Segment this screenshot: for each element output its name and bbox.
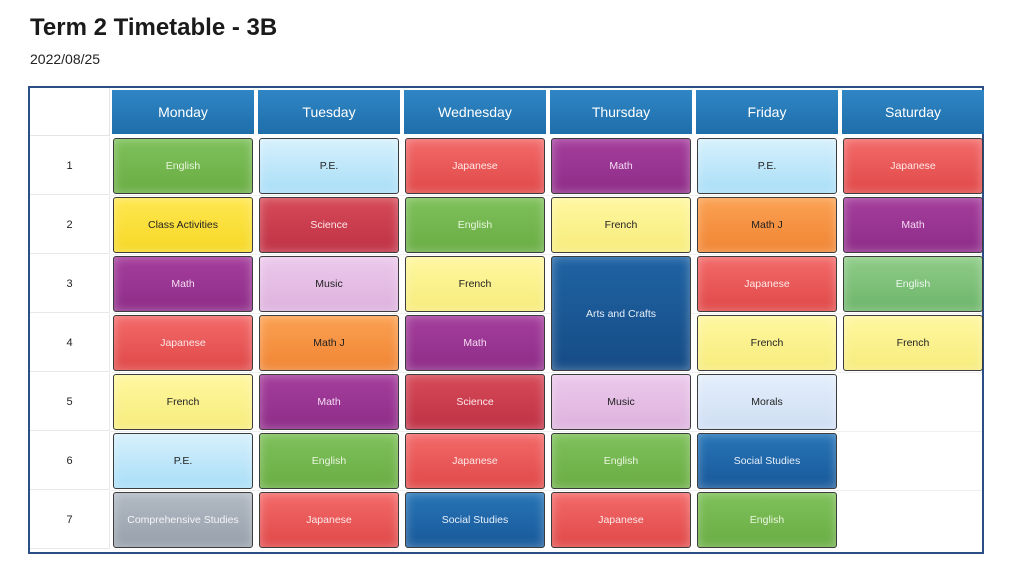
- lesson-cell: Social Studies: [697, 433, 837, 489]
- lesson-cell: Science: [405, 374, 545, 430]
- lesson-cell: English: [697, 492, 837, 548]
- lesson-cell: Math: [259, 374, 399, 430]
- lesson-cell: Math: [113, 256, 253, 312]
- row-divider: [110, 254, 982, 255]
- lesson-cell: English: [113, 138, 253, 194]
- lesson-cell: Arts and Crafts: [551, 256, 691, 371]
- row-divider: [110, 490, 982, 491]
- lesson-cell: English: [551, 433, 691, 489]
- day-header-wednesday: Wednesday: [404, 90, 546, 134]
- period-label: 1: [30, 137, 110, 195]
- lesson-cell: Math J: [259, 315, 399, 371]
- lesson-cell: Social Studies: [405, 492, 545, 548]
- lesson-cell: Japanese: [259, 492, 399, 548]
- lesson-cell: Morals: [697, 374, 837, 430]
- timetable-date: 2022/08/25: [30, 51, 101, 67]
- lesson-cell: Japanese: [843, 138, 983, 194]
- period-label: 4: [30, 314, 110, 372]
- lesson-cell: Math: [405, 315, 545, 371]
- lesson-cell: Japanese: [551, 492, 691, 548]
- row-divider: [110, 431, 982, 432]
- lesson-cell: English: [843, 256, 983, 312]
- lesson-cell: French: [697, 315, 837, 371]
- row-divider: [110, 195, 982, 196]
- lesson-cell: P.E.: [113, 433, 253, 489]
- lesson-cell: Music: [259, 256, 399, 312]
- timetable-grid: Monday Tuesday Wednesday Thursday Friday…: [28, 86, 984, 554]
- row-divider: [110, 313, 982, 314]
- lesson-cell: Math: [551, 138, 691, 194]
- lesson-cell: Japanese: [405, 433, 545, 489]
- lesson-cell: Math J: [697, 197, 837, 253]
- period-label: 6: [30, 432, 110, 490]
- lesson-cell: French: [551, 197, 691, 253]
- lesson-cell: Math: [843, 197, 983, 253]
- period-label: 3: [30, 255, 110, 313]
- lesson-cell: French: [843, 315, 983, 371]
- lesson-cell: French: [405, 256, 545, 312]
- day-header-thursday: Thursday: [550, 90, 692, 134]
- lesson-cell: Japanese: [697, 256, 837, 312]
- page-title: Term 2 Timetable - 3B: [30, 14, 278, 41]
- period-label: 5: [30, 373, 110, 431]
- lesson-cell: P.E.: [697, 138, 837, 194]
- period-label: 2: [30, 196, 110, 254]
- corner-cell: [30, 88, 110, 136]
- period-label: 7: [30, 491, 110, 549]
- lesson-cell: English: [405, 197, 545, 253]
- lesson-cell: French: [113, 374, 253, 430]
- lesson-cell: P.E.: [259, 138, 399, 194]
- lesson-cell: Music: [551, 374, 691, 430]
- lesson-cell: Japanese: [113, 315, 253, 371]
- lesson-cell: Class Activities: [113, 197, 253, 253]
- lesson-cell: Science: [259, 197, 399, 253]
- lesson-cell: English: [259, 433, 399, 489]
- day-header-tuesday: Tuesday: [258, 90, 400, 134]
- lesson-cell: Japanese: [405, 138, 545, 194]
- day-header-monday: Monday: [112, 90, 254, 134]
- day-header-saturday: Saturday: [842, 90, 984, 134]
- day-header-friday: Friday: [696, 90, 838, 134]
- row-divider: [110, 372, 982, 373]
- lesson-cell: Comprehensive Studies: [113, 492, 253, 548]
